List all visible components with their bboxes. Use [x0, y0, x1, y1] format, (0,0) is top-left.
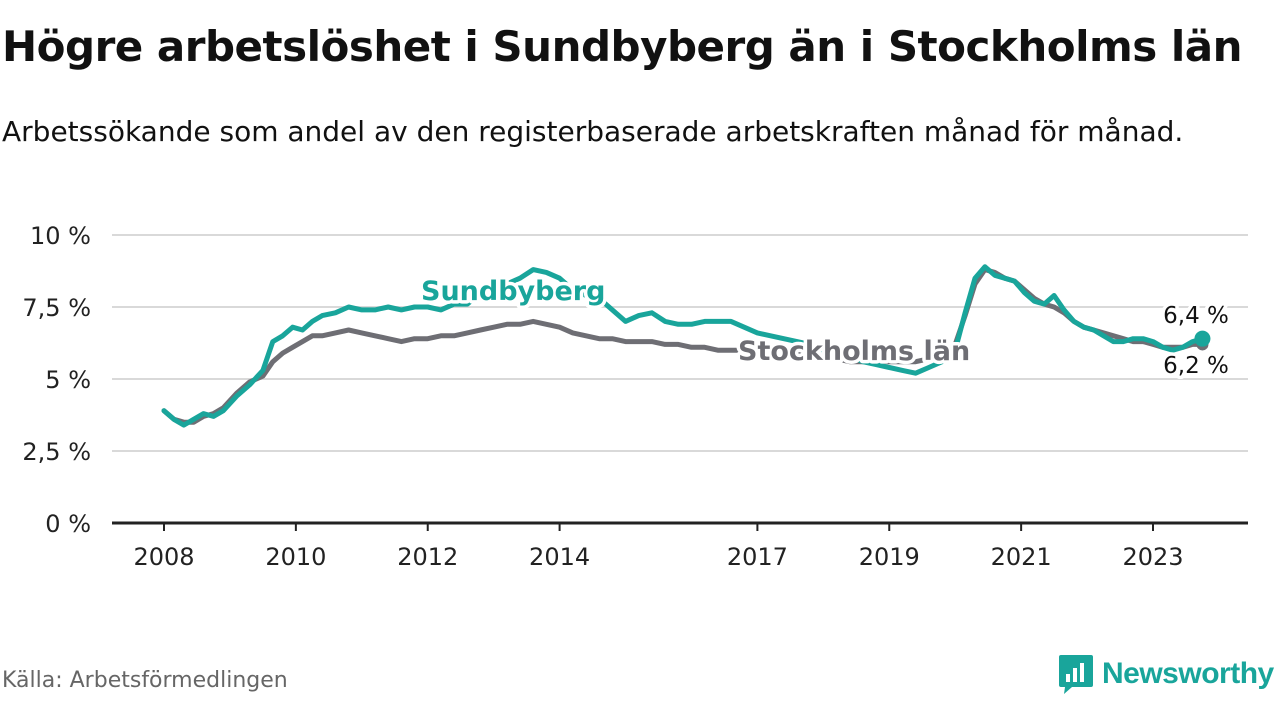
- y-tick-label: 0 %: [45, 510, 91, 538]
- x-tick-label: 2023: [1122, 543, 1183, 571]
- series-line-sundbyberg: [161, 264, 1205, 428]
- end-value-stockholms-lan: 6,2 %: [1163, 353, 1229, 379]
- end-value-stockholms-lan-halo: 6,2 %: [1163, 353, 1229, 379]
- y-tick-label: 5 %: [45, 366, 91, 394]
- series-label-sundbyberg: Sundbyberg: [421, 276, 605, 307]
- series-label-stockholms-lan: Stockholms län: [738, 336, 970, 367]
- y-tick-label: 10 %: [30, 222, 91, 250]
- series-line-stockholms-lan: [161, 267, 1205, 425]
- end-value-sundbyberg-halo: 6,4 %: [1163, 303, 1229, 329]
- chart-title: Högre arbetslöshet i Sundbyberg än i Sto…: [2, 22, 1243, 71]
- y-tick-label: 7,5 %: [22, 294, 91, 322]
- x-tick-label: 2014: [529, 543, 590, 571]
- series-label-stockholms-lan-halo: Stockholms län: [738, 336, 970, 367]
- series-label-sundbyberg-halo: Sundbyberg: [421, 276, 605, 307]
- series-lines: [161, 264, 1211, 428]
- chart-subtitle: Arbetssökande som andel av den registerb…: [2, 115, 1184, 148]
- newsworthy-logo[interactable]: Newsworthy: [1058, 652, 1274, 696]
- end-value-sundbyberg: 6,4 %: [1163, 303, 1229, 329]
- newsworthy-chart-icon: [1059, 655, 1093, 694]
- x-tick-label: 2017: [727, 543, 788, 571]
- x-tick-label: 2021: [991, 543, 1052, 571]
- y-axis-ticks: 0 % 2,5 % 5 % 7,5 % 10 %: [22, 222, 91, 538]
- x-tick-label: 2019: [859, 543, 920, 571]
- x-tick-label: 2012: [397, 543, 458, 571]
- source-note: Källa: Arbetsförmedlingen: [2, 668, 288, 693]
- series-end-point: [1194, 330, 1211, 347]
- y-tick-label: 2,5 %: [22, 438, 91, 466]
- x-axis: 2008 2010 2012 2014 2017 2019 2021 2023: [112, 521, 1248, 571]
- x-tick-label: 2008: [133, 543, 194, 571]
- brand-name: Newsworthy: [1102, 657, 1274, 690]
- x-tick-label: 2010: [265, 543, 326, 571]
